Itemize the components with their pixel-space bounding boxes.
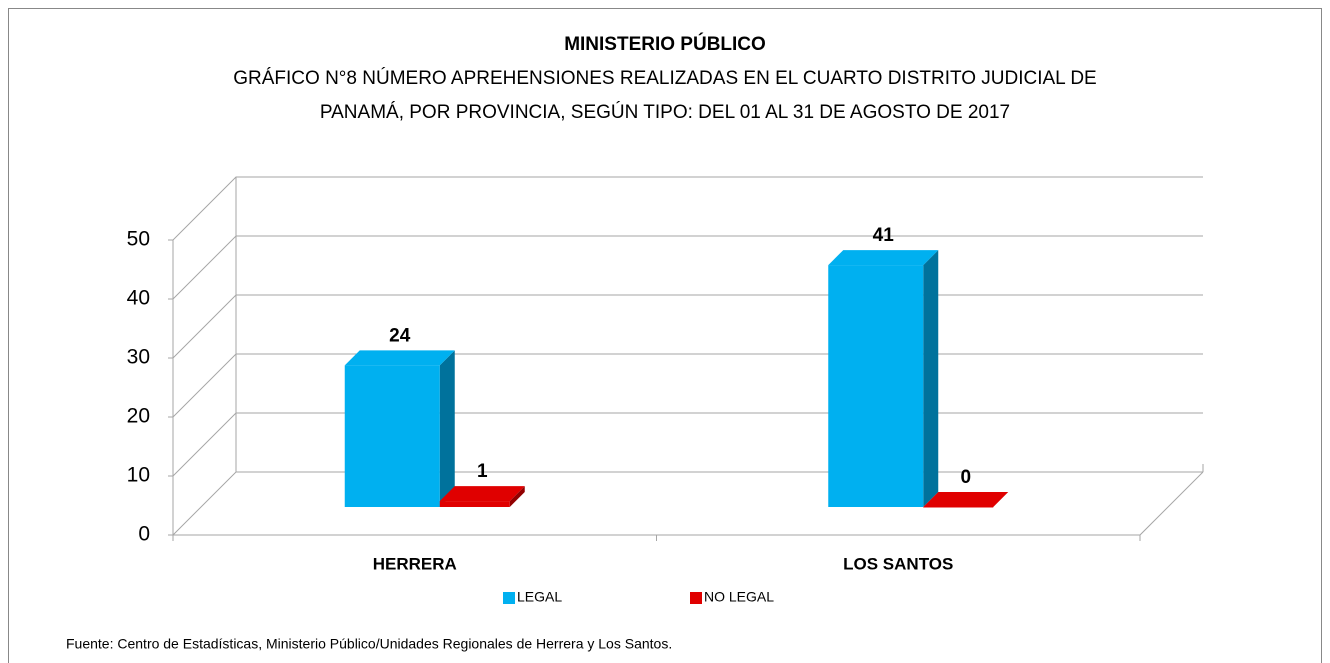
bar: [828, 250, 939, 507]
data-label: 41: [873, 225, 895, 246]
legend-label: LEGAL: [517, 589, 562, 605]
y-tick-label: 0: [138, 523, 150, 546]
y-tick-label: 10: [127, 464, 150, 487]
bar-face: [439, 486, 525, 502]
bar-face: [828, 250, 939, 266]
grid-line: [172, 176, 1203, 241]
data-label: 1: [477, 461, 488, 482]
bar: [439, 486, 525, 507]
legend-swatch: [690, 592, 702, 604]
bar-face: [923, 507, 994, 508]
chart-subtitle: GRÁFICO N°8 NÚMERO APREHENSIONES REALIZA…: [233, 67, 1096, 89]
y-tick-label: 40: [127, 287, 150, 310]
bar: [344, 350, 455, 507]
source-note: Fuente: Centro de Estadísticas, Minister…: [66, 636, 672, 652]
bar-face: [439, 501, 510, 507]
legend-swatch: [503, 592, 515, 604]
bar-face: [344, 350, 455, 366]
grid-line: [172, 235, 1203, 300]
x-tick-label: HERRERA: [373, 554, 457, 573]
data-label: 0: [960, 467, 971, 488]
x-tick-label: LOS SANTOS: [843, 554, 953, 573]
bar-face: [828, 265, 924, 507]
bar-face: [923, 492, 1009, 507]
bar-face: [344, 365, 440, 507]
bar-face: [509, 486, 525, 507]
floor-edge: [1139, 471, 1204, 536]
legend-label: NO LEGAL: [704, 589, 774, 605]
bar: [923, 492, 1009, 508]
chart-border: [8, 8, 1322, 663]
bar-face: [439, 350, 455, 507]
y-tick-label: 50: [127, 228, 150, 251]
chart-title: MINISTERIO PÚBLICO: [564, 33, 766, 55]
y-tick-label: 30: [127, 346, 150, 369]
y-tick-label: 20: [127, 405, 150, 428]
chart-subtitle: PANAMÁ, POR PROVINCIA, SEGÚN TIPO: DEL 0…: [320, 101, 1010, 123]
bar-face: [923, 250, 939, 507]
data-label: 24: [389, 325, 411, 346]
